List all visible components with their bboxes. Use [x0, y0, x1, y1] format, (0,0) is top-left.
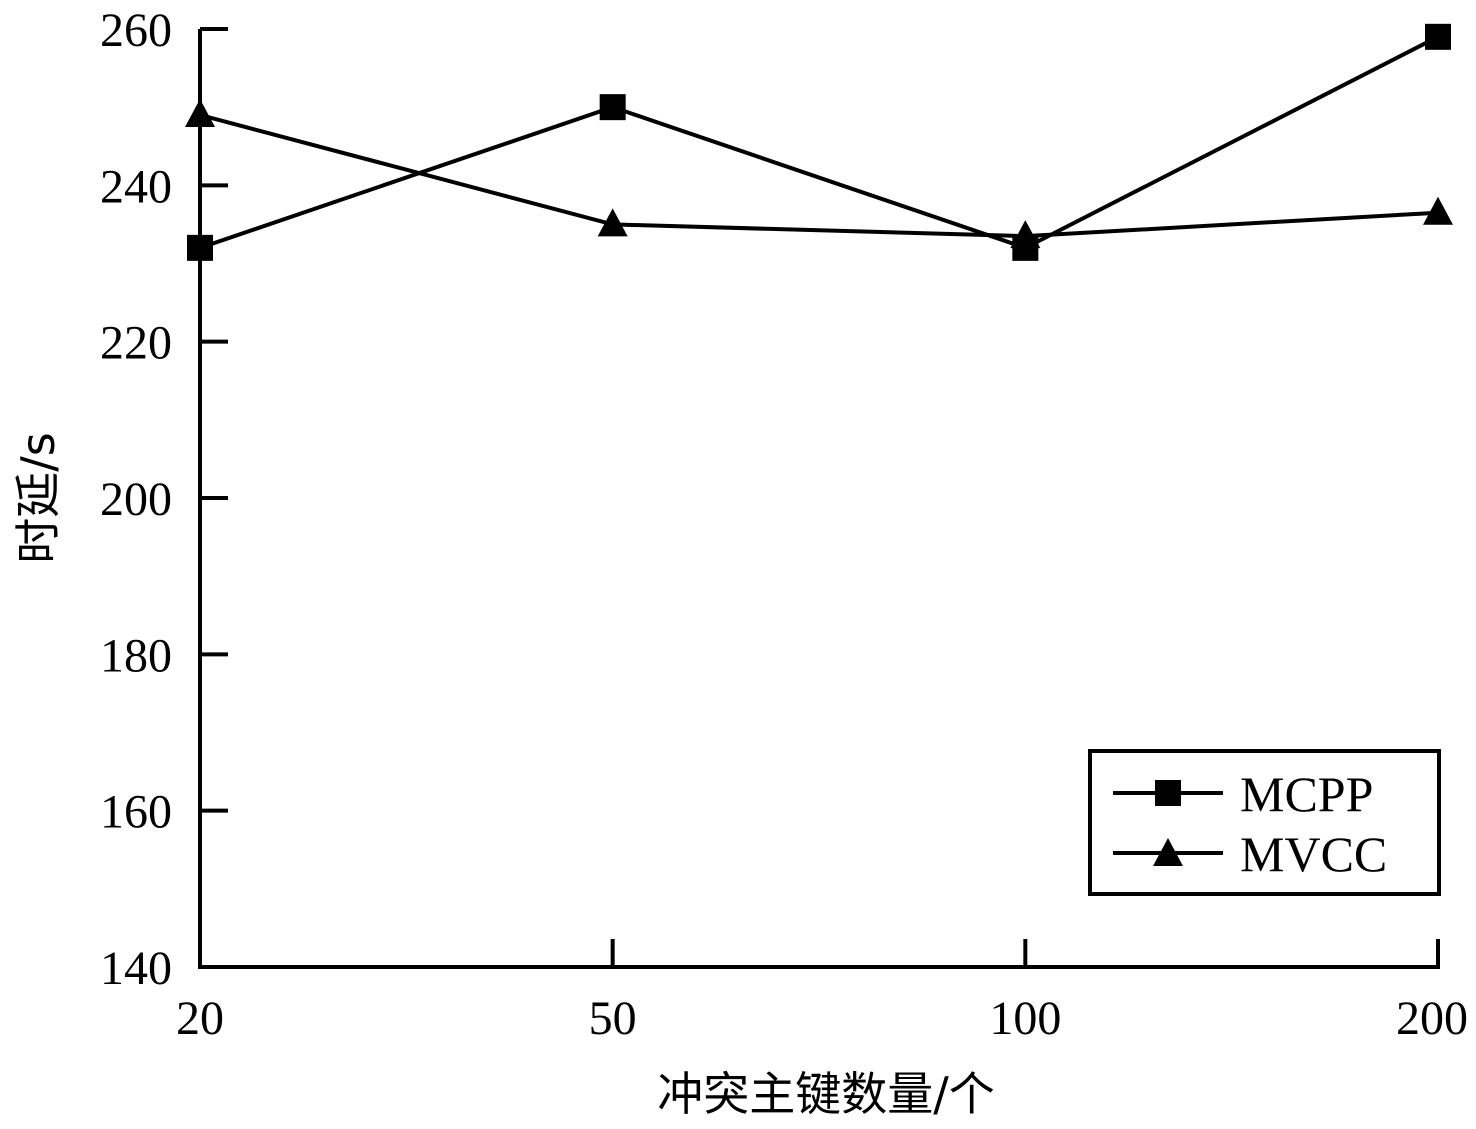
y-tick-label: 220 — [100, 317, 172, 370]
legend-marker-square — [1155, 780, 1181, 806]
x-axis-ticks: 20 50 100 200 — [176, 939, 1468, 1045]
data-point-mvcc — [1010, 220, 1041, 249]
data-point-mvcc — [1423, 196, 1453, 225]
x-tick-label: 200 — [1396, 992, 1468, 1045]
x-axis-title: 冲突主键数量/个 — [657, 1067, 995, 1121]
data-point-mvcc — [185, 98, 215, 127]
y-tick-label: 240 — [100, 160, 172, 213]
data-point-mcpp — [1425, 23, 1451, 50]
y-tick-label: 160 — [100, 786, 172, 839]
legend-item-mcpp: MCPP — [1113, 766, 1373, 822]
y-tick-label: 260 — [100, 4, 172, 57]
y-axis-title: 时延/s — [11, 432, 65, 563]
data-point-mvcc — [597, 208, 628, 237]
legend: MCPP MVCC — [1088, 749, 1441, 896]
legend-label-mcpp: MCPP — [1240, 766, 1373, 822]
x-tick-label: 20 — [176, 992, 224, 1045]
data-point-mcpp — [187, 234, 213, 261]
x-tick-label: 100 — [989, 992, 1061, 1045]
y-tick-label: 180 — [100, 629, 172, 682]
data-point-mcpp — [599, 94, 626, 121]
legend-label-mvcc: MVCC — [1240, 826, 1387, 882]
legend-marker-triangle — [1153, 838, 1183, 866]
series-layer — [185, 23, 1453, 261]
y-axis-ticks: 140 160 180 200 220 240 260 — [100, 4, 228, 995]
series-line-mvcc — [199, 113, 1439, 239]
y-tick-label: 140 — [100, 942, 172, 995]
x-tick-label: 50 — [589, 992, 637, 1045]
legend-box — [1088, 749, 1441, 896]
legend-item-mvcc: MVCC — [1113, 826, 1387, 882]
y-tick-label: 200 — [100, 473, 172, 526]
series-line-mcpp — [199, 35, 1439, 251]
